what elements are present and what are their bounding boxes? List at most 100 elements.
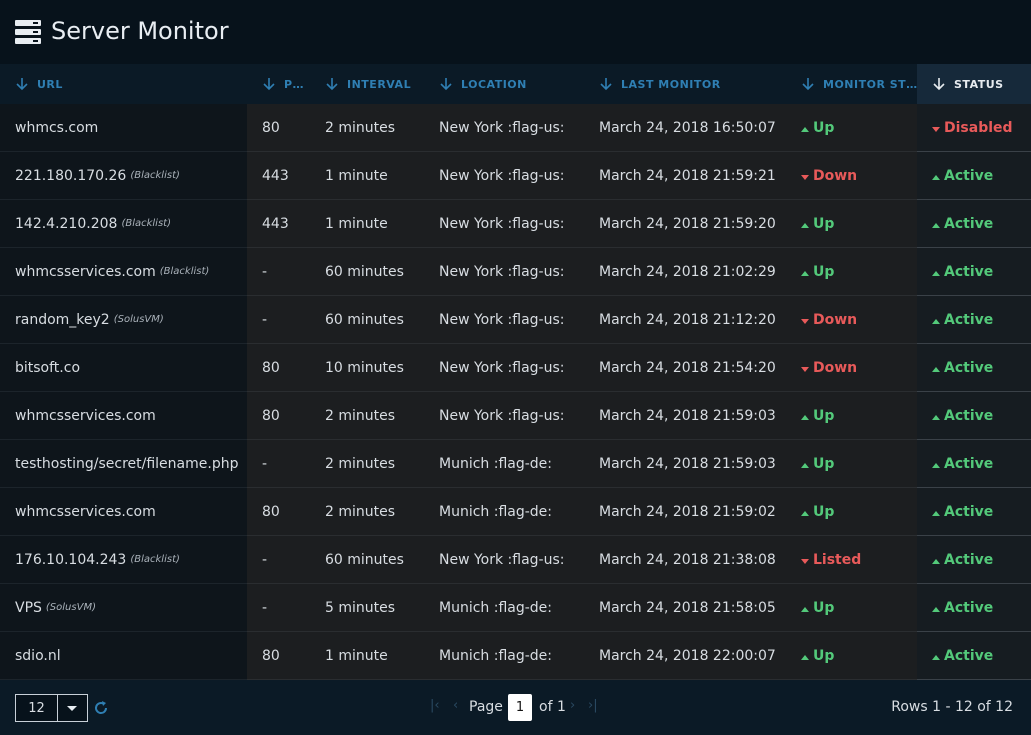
monitor-status: Up [813, 407, 835, 424]
monitor-status: Up [813, 503, 835, 520]
table-cell: Up [786, 248, 917, 296]
sort-arrow [600, 78, 612, 91]
rows-info: Rows 1 - 12 of 12 [891, 699, 1013, 715]
column-header[interactable]: P… [247, 64, 310, 104]
port: - [262, 263, 268, 280]
last-monitor: March 24, 2018 21:38:08 [599, 551, 776, 568]
status: Active [944, 359, 994, 376]
monitor-status: Down [813, 359, 858, 376]
next-page-button[interactable]: › [570, 698, 576, 713]
status-arrow [932, 318, 940, 324]
status-badge: Active [932, 552, 993, 568]
table-cell: Active [917, 632, 1031, 680]
url: random_key2 [15, 311, 110, 328]
port: 443 [262, 167, 289, 184]
status-arrow [932, 366, 940, 372]
column-header[interactable]: LOCATION [424, 64, 584, 104]
monitor-status-badge: Up [801, 120, 834, 136]
table-cell: 5 minutes [310, 584, 424, 632]
monitor-status-badge: Up [801, 216, 834, 232]
interval: 60 minutes [325, 311, 404, 328]
table-cell: Down [786, 344, 917, 392]
monitor-status: Down [813, 167, 858, 184]
table-cell: 80 [247, 104, 310, 152]
table-cell: New York :flag-us: [424, 200, 584, 248]
url: whmcs.com [15, 119, 99, 136]
port: 80 [262, 503, 280, 520]
table-cell: Munich :flag-de: [424, 632, 584, 680]
status-arrow [932, 654, 940, 660]
status-arrow [932, 414, 940, 420]
table-cell: Active [917, 200, 1031, 248]
column-header[interactable]: MONITOR ST… [786, 64, 917, 104]
table-cell: March 24, 2018 16:50:07 [584, 104, 786, 152]
url: whmcsservices.com [15, 407, 156, 424]
status-arrow [801, 510, 809, 516]
refresh-button[interactable] [93, 700, 109, 716]
monitor-status-badge: Up [801, 504, 834, 520]
status-arrow [932, 270, 940, 276]
status-badge: Active [932, 168, 993, 184]
status: Active [944, 407, 994, 424]
status-arrow [801, 270, 809, 276]
page-input[interactable]: 1 [508, 694, 532, 721]
port: 80 [262, 359, 280, 376]
url-tag: (SolusVM) [45, 602, 96, 613]
status-arrow [932, 510, 940, 516]
last-monitor: March 24, 2018 21:59:03 [599, 407, 776, 424]
table-cell: VPS (SolusVM) [0, 584, 247, 632]
status: Disabled [944, 119, 1013, 136]
status-arrow [801, 222, 809, 228]
column-header[interactable]: LAST MONITOR [584, 64, 786, 104]
column-title: LAST MONITOR [621, 77, 721, 91]
column-header[interactable]: STATUS [917, 64, 1031, 104]
status-arrow [932, 126, 940, 132]
table-cell: 60 minutes [310, 296, 424, 344]
last-page-button[interactable]: ›| [588, 698, 598, 713]
status: Active [944, 599, 994, 616]
table-cell: New York :flag-us: [424, 536, 584, 584]
column-header[interactable]: URL [0, 64, 247, 104]
table-cell: sdio.nl [0, 632, 247, 680]
table-cell: 80 [247, 488, 310, 536]
monitor-status: Listed [813, 551, 862, 568]
table-cell: 60 minutes [310, 536, 424, 584]
table-cell: Active [917, 584, 1031, 632]
monitor-status-badge: Listed [801, 552, 861, 568]
table-cell: 221.180.170.26 (Blacklist) [0, 152, 247, 200]
table-cell: March 24, 2018 21:54:20 [584, 344, 786, 392]
monitor-status-badge: Up [801, 456, 834, 472]
sort-arrow [263, 78, 275, 91]
sort-arrow [933, 78, 945, 91]
table-cell: March 24, 2018 21:59:03 [584, 392, 786, 440]
column-header[interactable]: INTERVAL [310, 64, 424, 104]
monitor-status: Down [813, 311, 858, 328]
table-cell: Up [786, 584, 917, 632]
status: Active [944, 311, 994, 328]
interval: 1 minute [325, 215, 388, 232]
monitor-status: Up [813, 599, 835, 616]
url: VPS [15, 599, 42, 616]
dropdown-caret [67, 706, 77, 711]
page-label: Page [469, 699, 503, 715]
monitor-status: Up [813, 215, 835, 232]
page-total: of 1 [539, 699, 566, 715]
first-page-button[interactable]: |‹ [430, 698, 440, 713]
prev-page-button[interactable]: ‹ [453, 698, 459, 713]
last-monitor: March 24, 2018 21:59:03 [599, 455, 776, 472]
status-badge: Active [932, 504, 993, 520]
status-badge: Active [932, 360, 993, 376]
status-badge: Active [932, 408, 993, 424]
table-cell: March 24, 2018 21:02:29 [584, 248, 786, 296]
interval: 1 minute [325, 647, 388, 664]
status-arrow [932, 462, 940, 468]
status-badge: Active [932, 600, 993, 616]
monitor-status: Up [813, 263, 835, 280]
sort-arrow [440, 78, 452, 91]
page-size-select[interactable]: 12 [15, 694, 88, 722]
port: 443 [262, 215, 289, 232]
url: 221.180.170.26 [15, 167, 127, 184]
top-bar: Server Monitor [0, 0, 1031, 64]
url: whmcsservices.com [15, 263, 156, 280]
table-cell: bitsoft.co [0, 344, 247, 392]
